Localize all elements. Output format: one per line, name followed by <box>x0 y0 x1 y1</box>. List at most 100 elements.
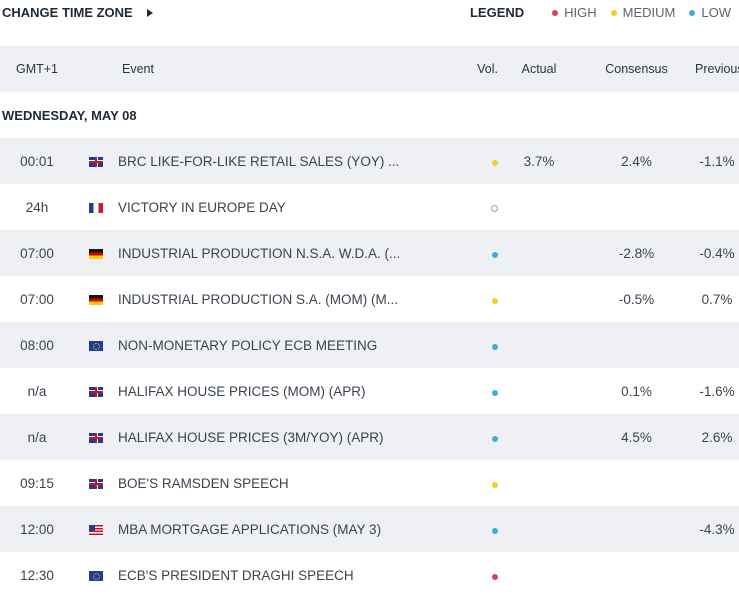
consensus-value: -0.5% <box>618 291 655 307</box>
event-name-link[interactable]: BOE'S RAMSDEN SPEECH <box>118 475 289 491</box>
event-time: 00:01 <box>20 153 54 169</box>
actual-value <box>500 230 578 276</box>
volatility-cell <box>410 414 500 460</box>
event-name-link[interactable]: NON-MONETARY POLICY ECB MEETING <box>118 337 378 353</box>
legend-item-high: HIGH <box>552 5 597 20</box>
event-name-link[interactable]: MBA MORTGAGE APPLICATIONS (MAY 3) <box>118 521 382 537</box>
high-dot-icon <box>552 9 559 16</box>
consensus-value: 2.4% <box>621 153 652 169</box>
high-volatility-dot-icon <box>492 573 498 580</box>
col-header-consensus[interactable]: Consensus <box>605 62 668 76</box>
volatility-cell <box>410 276 500 322</box>
flag-cell <box>74 414 118 460</box>
legend-item-medium: MEDIUM <box>610 5 676 20</box>
previous-value <box>695 184 739 230</box>
volatility-cell <box>410 506 500 552</box>
event-name-link[interactable]: HALIFAX HOUSE PRICES (MOM) (APR) <box>118 383 366 399</box>
event-time: 12:30 <box>20 567 54 583</box>
eu-flag-icon <box>89 570 103 581</box>
uk-flag-icon <box>89 386 103 397</box>
low-volatility-dot-icon <box>492 527 498 534</box>
event-name-link[interactable]: ECB'S PRESIDENT DRAGHI SPEECH <box>118 567 354 583</box>
low-volatility-dot-icon <box>492 389 498 396</box>
event-name-link[interactable]: BRC LIKE-FOR-LIKE RETAIL SALES (YOY) ... <box>118 153 400 169</box>
previous-value <box>695 552 739 598</box>
top-bar: CHANGE TIME ZONE LEGEND HIGH MEDIUM LOW <box>0 0 739 46</box>
event-name-link[interactable]: INDUSTRIAL PRODUCTION N.S.A. W.D.A. (... <box>118 245 401 261</box>
table-row[interactable]: 12:30 ECB'S PRESIDENT DRAGHI SPEECH <box>0 552 739 598</box>
consensus-value: -2.8% <box>618 245 655 261</box>
event-time: 09:15 <box>20 475 54 491</box>
economic-calendar-table: GMT+1 Event Vol. Actual Consensus Previo… <box>0 46 739 598</box>
actual-value <box>500 552 578 598</box>
volatility-cell <box>410 138 500 184</box>
change-time-zone-button[interactable]: CHANGE TIME ZONE <box>2 5 153 20</box>
volatility-cell <box>410 552 500 598</box>
medium-dot-icon <box>610 9 617 16</box>
table-row[interactable]: 07:00 INDUSTRIAL PRODUCTION S.A. (MOM) (M… <box>0 276 739 322</box>
actual-value <box>500 506 578 552</box>
event-name-link[interactable]: INDUSTRIAL PRODUCTION S.A. (MOM) (M... <box>118 291 398 307</box>
no-volatility-dot-icon <box>491 204 498 212</box>
previous-value <box>695 322 739 368</box>
play-arrow-icon <box>146 8 153 17</box>
flag-cell <box>74 460 118 506</box>
uk-flag-icon <box>89 156 103 167</box>
day-label: WEDNESDAY, MAY 08 <box>2 107 137 123</box>
change-time-zone-label: CHANGE TIME ZONE <box>2 5 133 20</box>
actual-value <box>500 414 578 460</box>
volatility-cell <box>410 184 500 230</box>
col-header-event[interactable]: Event <box>122 62 154 76</box>
actual-value <box>500 184 578 230</box>
table-row[interactable]: 12:00 MBA MORTGAGE APPLICATIONS (MAY 3) -4… <box>0 506 739 552</box>
table-row[interactable]: 24h VICTORY IN EUROPE DAY <box>0 184 739 230</box>
col-header-flag <box>74 46 118 92</box>
consensus-value: 0.1% <box>621 383 652 399</box>
consensus-value <box>578 460 695 506</box>
previous-value: 2.6% <box>701 429 733 445</box>
previous-value: -0.4% <box>699 245 735 261</box>
previous-value <box>695 460 739 506</box>
table-row[interactable]: 00:01 BRC LIKE-FOR-LIKE RETAIL SALES (YOY… <box>0 138 739 184</box>
low-volatility-dot-icon <box>492 435 498 442</box>
consensus-value <box>578 506 695 552</box>
event-time: n/a <box>27 429 47 445</box>
actual-value <box>500 322 578 368</box>
table-row[interactable]: n/a HALIFAX HOUSE PRICES (MOM) (APR) 0.1% -… <box>0 368 739 414</box>
medium-volatility-dot-icon <box>492 297 498 304</box>
event-name-link[interactable]: HALIFAX HOUSE PRICES (3M/YOY) (APR) <box>118 429 384 445</box>
day-header-row: WEDNESDAY, MAY 08 <box>0 92 739 138</box>
germany-flag-icon <box>89 294 103 305</box>
flag-cell <box>74 184 118 230</box>
volatility-cell <box>410 322 500 368</box>
actual-value <box>500 460 578 506</box>
consensus-value <box>578 184 695 230</box>
volatility-cell <box>410 368 500 414</box>
legend-label-medium: MEDIUM <box>622 5 676 20</box>
event-time: 12:00 <box>20 521 54 537</box>
col-header-previous[interactable]: Previous <box>695 62 739 76</box>
medium-volatility-dot-icon <box>492 481 498 488</box>
consensus-value <box>578 552 695 598</box>
event-name-link[interactable]: VICTORY IN EUROPE DAY <box>118 199 286 215</box>
flag-cell <box>74 322 118 368</box>
actual-value: 3.7% <box>523 153 555 169</box>
table-row[interactable]: 09:15 BOE'S RAMSDEN SPEECH <box>0 460 739 506</box>
table-row[interactable]: 07:00 INDUSTRIAL PRODUCTION N.S.A. W.D.A.… <box>0 230 739 276</box>
legend-item-low: LOW <box>689 5 731 20</box>
col-header-actual[interactable]: Actual <box>521 62 557 76</box>
flag-cell <box>74 368 118 414</box>
table-header-row: GMT+1 Event Vol. Actual Consensus Previo… <box>0 46 739 92</box>
event-time: 07:00 <box>20 245 54 261</box>
medium-volatility-dot-icon <box>492 159 498 166</box>
table-row[interactable]: n/a HALIFAX HOUSE PRICES (3M/YOY) (APR) 4.… <box>0 414 739 460</box>
col-header-vol[interactable]: Vol. <box>477 62 498 76</box>
col-header-time[interactable]: GMT+1 <box>15 62 59 76</box>
flag-cell <box>74 276 118 322</box>
table-row[interactable]: 08:00 NON-MONETARY POLICY ECB MEETING <box>0 322 739 368</box>
previous-value: 0.7% <box>701 291 733 307</box>
volatility-cell <box>410 460 500 506</box>
actual-value <box>500 368 578 414</box>
event-time: 07:00 <box>20 291 54 307</box>
consensus-value <box>578 322 695 368</box>
